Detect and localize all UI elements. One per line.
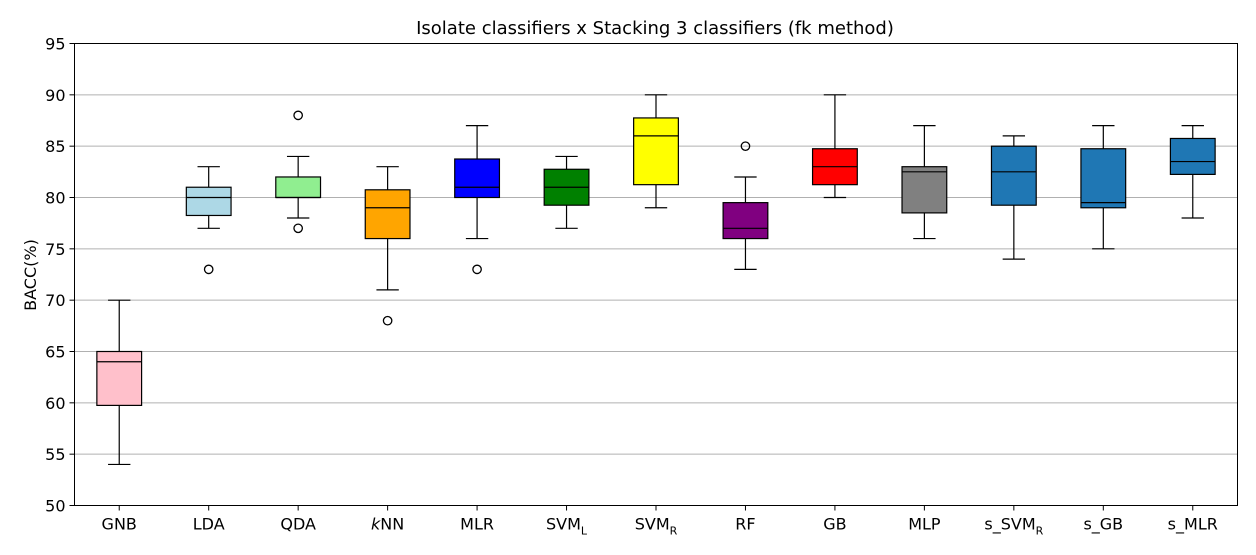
x-tick-label: LDA — [193, 515, 225, 534]
y-tick-label: 65 — [45, 343, 65, 362]
x-tick-label-text: QDA — [280, 515, 316, 534]
box — [1169, 137, 1216, 175]
box-group — [185, 166, 232, 275]
outlier-point — [382, 315, 393, 326]
x-tick-label-text: GB — [823, 515, 846, 534]
box-group — [1169, 125, 1216, 219]
chart-title: Isolate classifiers x Stacking 3 classif… — [416, 18, 894, 39]
box — [901, 166, 948, 214]
outlier-point — [203, 264, 214, 275]
x-tick-label: kNN — [371, 515, 404, 534]
outlier-point — [740, 141, 751, 152]
x-tick-label-text: s_MLR — [1168, 515, 1218, 535]
x-tick-label-text: s_SVM — [984, 515, 1035, 535]
x-tick-label: GNB — [102, 515, 137, 534]
box-group — [96, 299, 143, 466]
y-tick-label: 80 — [45, 189, 65, 208]
box — [1080, 148, 1127, 209]
box — [364, 189, 411, 240]
x-tick-label: s_MLR — [1168, 515, 1218, 535]
y-tick-label: 85 — [45, 137, 65, 156]
y-tick-label: 95 — [45, 35, 65, 54]
y-tick-label: 55 — [45, 445, 65, 464]
y-tick-label: 70 — [45, 291, 65, 310]
x-tick-label-text: SVM — [635, 515, 670, 534]
box-group — [901, 125, 948, 240]
y-axis: 50 55 60 65 70 75 80 85 90 95 — [45, 35, 75, 516]
x-tick-label-text: NN — [380, 515, 404, 534]
x-tick-label-subscript: R — [1036, 525, 1044, 538]
box-series — [96, 94, 1216, 466]
box — [454, 158, 501, 199]
x-tick-label: MLP — [908, 515, 941, 534]
box — [185, 186, 232, 217]
box — [96, 350, 143, 407]
box-group — [811, 94, 858, 199]
x-axis: GNB LDA QDA kNN MLR SVML SVMR RF GB MLP s_SVMR s_GB… — [102, 505, 1218, 538]
x-tick-label: SVML — [546, 515, 588, 538]
x-tick-label-italic: k — [371, 515, 381, 534]
y-axis-label: BACC(%) — [21, 239, 40, 311]
y-tick-label: 60 — [45, 394, 65, 413]
y-tick-label: 90 — [45, 86, 65, 105]
y-tick-label: 75 — [45, 240, 65, 259]
x-tick-label-subscript: L — [581, 525, 588, 538]
x-tick-label-subscript: R — [670, 525, 678, 538]
box — [633, 117, 679, 186]
box — [722, 202, 769, 240]
x-tick-label: MLR — [460, 515, 494, 534]
box-group — [722, 141, 769, 270]
outlier-point — [293, 110, 304, 121]
x-tick-label: GB — [823, 515, 846, 534]
x-tick-label-text: s_GB — [1083, 515, 1123, 535]
x-tick-label-text: MLP — [908, 515, 941, 534]
box-group — [633, 94, 679, 209]
x-tick-label-text: LDA — [193, 515, 225, 534]
outlier-point — [472, 264, 482, 275]
box-group — [454, 125, 501, 275]
x-tick-label-text: RF — [735, 515, 755, 534]
x-tick-label-text: MLR — [460, 515, 494, 534]
box-group — [990, 135, 1037, 260]
outlier-point — [293, 223, 304, 234]
x-tick-label: RF — [735, 515, 755, 534]
x-tick-label: s_GB — [1083, 515, 1123, 535]
x-tick-label: QDA — [280, 515, 316, 534]
box-group — [275, 110, 322, 234]
box-group — [543, 155, 590, 229]
y-tick-label: 50 — [45, 497, 65, 516]
box — [275, 176, 322, 199]
x-tick-label-text: SVM — [546, 515, 581, 534]
x-tick-label: SVMR — [635, 515, 678, 538]
x-tick-label: s_SVMR — [984, 515, 1043, 538]
box-group — [364, 166, 411, 326]
box-group — [1080, 125, 1127, 250]
box — [990, 145, 1037, 206]
x-tick-label-text: GNB — [102, 515, 137, 534]
